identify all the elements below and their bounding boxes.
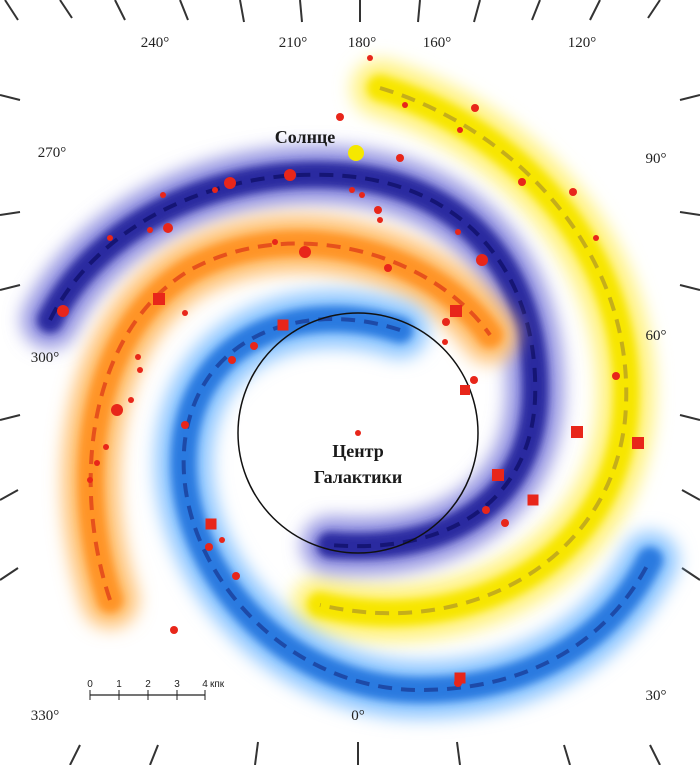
object-square <box>277 319 289 331</box>
object-dot <box>612 372 620 380</box>
object-square <box>460 385 470 395</box>
object-dot <box>94 460 100 466</box>
object-dot <box>455 229 461 235</box>
object-dot <box>107 235 113 241</box>
object-dot <box>232 572 240 580</box>
object-square <box>450 305 462 317</box>
object-dot <box>284 169 296 181</box>
object-dot <box>336 113 344 121</box>
sun-label: Солнце <box>275 127 336 147</box>
object-dot <box>384 264 392 272</box>
object-square <box>571 426 583 438</box>
object-dot <box>205 543 213 551</box>
object-dot <box>219 537 225 543</box>
angle-label: 30° <box>646 688 667 704</box>
object-dot <box>396 154 404 162</box>
angle-label: 300° <box>31 350 60 366</box>
object-dot <box>224 177 236 189</box>
object-dot <box>57 305 69 317</box>
object-dot <box>402 102 408 108</box>
angle-label: 160° <box>423 35 452 51</box>
object-dot <box>299 246 311 258</box>
center-label: Галактики <box>314 467 402 487</box>
angle-label: 120° <box>568 35 597 51</box>
object-dot <box>160 192 166 198</box>
angle-label: 180° <box>348 35 377 51</box>
object-dot <box>355 430 361 436</box>
object-dot <box>470 376 478 384</box>
object-dot <box>501 519 509 527</box>
object-dot <box>272 239 278 245</box>
angle-label: 270° <box>38 145 67 161</box>
arm-line <box>319 86 629 616</box>
scale-unit: кпк <box>210 679 225 690</box>
object-square <box>492 469 504 481</box>
object-dot <box>103 444 109 450</box>
angle-label: 60° <box>646 328 667 344</box>
object-dot <box>170 626 178 634</box>
object-dot <box>442 339 448 345</box>
object-square <box>454 672 466 684</box>
arm-line <box>48 172 538 549</box>
angle-label: 240° <box>141 35 170 51</box>
scale-label: 2 <box>145 679 151 690</box>
object-dot <box>87 477 93 483</box>
object-dot <box>518 178 526 186</box>
object-dot <box>359 192 365 198</box>
object-dot <box>367 55 373 61</box>
angle-label: 210° <box>279 35 308 51</box>
angle-label: 90° <box>646 151 667 167</box>
object-dot <box>471 104 479 112</box>
object-dot <box>349 187 355 193</box>
object-dot <box>374 206 382 214</box>
arm-line <box>181 317 652 693</box>
scale-label: 4 <box>202 679 208 690</box>
object-dot <box>442 318 450 326</box>
angle-label: 330° <box>31 708 60 724</box>
object-square <box>153 293 165 305</box>
object-dot <box>250 342 258 350</box>
objects <box>57 55 644 687</box>
scale-label: 1 <box>116 679 122 690</box>
scale-label: 0 <box>87 679 93 690</box>
object-dot <box>476 254 488 266</box>
object-square <box>527 494 539 506</box>
object-dot <box>593 235 599 241</box>
object-square <box>632 437 644 449</box>
object-dot <box>181 421 189 429</box>
object-dot <box>212 187 218 193</box>
object-dot <box>457 127 463 133</box>
object-dot <box>128 397 134 403</box>
object-dot <box>137 367 143 373</box>
scale-label: 3 <box>174 679 180 690</box>
object-dot <box>147 227 153 233</box>
object-dot <box>163 223 173 233</box>
object-dot <box>111 404 123 416</box>
object-dot <box>135 354 141 360</box>
center-label: Центр <box>332 441 383 461</box>
object-dot <box>569 188 577 196</box>
angle-label: 0° <box>351 708 365 724</box>
object-dot <box>482 506 490 514</box>
scale-bar: 0 1 2 3 4 кпк <box>87 679 225 700</box>
sun-marker <box>348 145 364 161</box>
object-dot <box>228 356 236 364</box>
object-dot <box>182 310 188 316</box>
object-square <box>205 518 217 530</box>
object-dot <box>377 217 383 223</box>
center-circle <box>237 312 479 554</box>
